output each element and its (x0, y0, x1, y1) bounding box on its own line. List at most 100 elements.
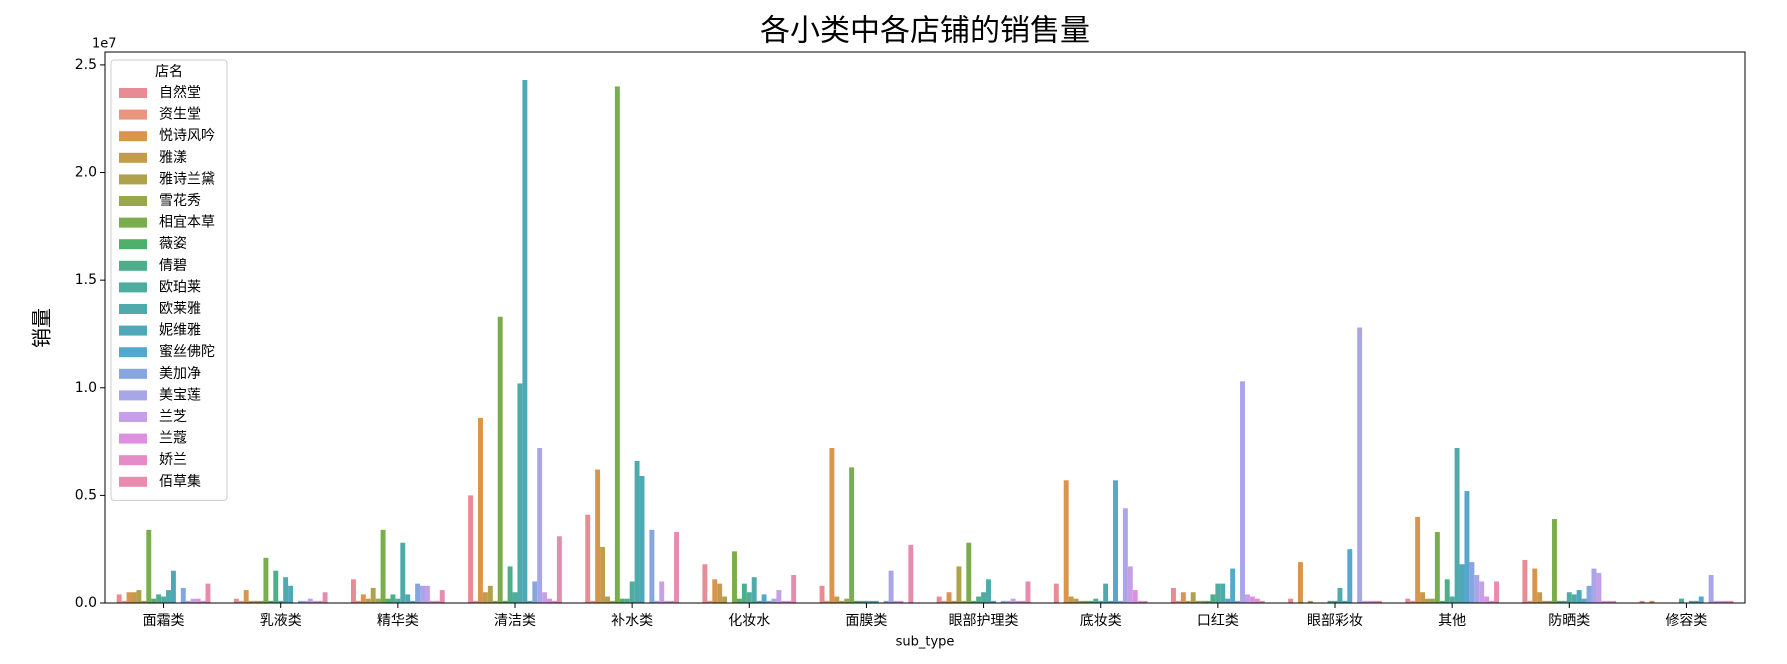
bar (180, 587, 186, 603)
bar (888, 570, 894, 603)
bar (654, 600, 660, 603)
bar (532, 581, 538, 603)
bar (395, 598, 401, 603)
bar (1254, 598, 1260, 603)
bar (415, 583, 421, 603)
bar (420, 585, 425, 603)
bar (1367, 600, 1372, 603)
bar (669, 600, 675, 603)
bar (1537, 592, 1543, 603)
bar (659, 581, 665, 603)
bar (166, 590, 171, 603)
bar (522, 79, 528, 603)
bar (1108, 600, 1114, 603)
bar (1244, 594, 1250, 603)
plot-frame (104, 51, 1746, 604)
bar (639, 476, 645, 603)
legend-label: 兰芝 (159, 409, 187, 425)
bar (1723, 600, 1729, 603)
bar (732, 551, 737, 603)
bar (492, 600, 498, 603)
bar (547, 598, 552, 603)
bar (136, 590, 142, 603)
legend-label: 自然堂 (159, 84, 201, 101)
bar (478, 417, 483, 603)
bar (502, 600, 508, 603)
x-tick-label: 修容类 (1665, 612, 1707, 629)
bar (1410, 600, 1416, 603)
bar (1098, 600, 1104, 603)
bar (1649, 600, 1655, 603)
bar (1571, 594, 1577, 603)
x-tick-label: 精华类 (377, 613, 419, 629)
bar (1132, 590, 1138, 603)
x-tick-label: 其他 (1438, 613, 1466, 629)
y-tick-label: 2.0 (75, 165, 97, 181)
bar (605, 596, 610, 603)
legend-swatch (119, 109, 147, 120)
bar (1053, 583, 1059, 603)
bar (1171, 587, 1176, 603)
x-tick-label: 口红类 (1197, 613, 1239, 629)
bar (507, 566, 513, 603)
bar (297, 600, 303, 603)
bar (771, 598, 777, 603)
bar (1307, 600, 1313, 603)
legend-label: 薇姿 (159, 236, 187, 252)
bar (1205, 600, 1211, 603)
bar (1103, 583, 1109, 603)
legend-label: 美加净 (159, 366, 201, 382)
bar (283, 577, 289, 603)
bar (1025, 581, 1031, 603)
x-tick-label: 补水类 (611, 613, 653, 629)
bar (1420, 592, 1426, 603)
bar (1547, 600, 1553, 603)
bar (1063, 480, 1069, 603)
bar (941, 600, 947, 603)
bar (1449, 596, 1455, 603)
legend-box (110, 59, 228, 501)
bar (307, 598, 313, 603)
legend-label: 妮维雅 (159, 323, 201, 339)
bar (1020, 600, 1026, 603)
bar (946, 592, 952, 603)
bar (1429, 598, 1435, 603)
bar (1688, 600, 1694, 603)
bar (1405, 598, 1411, 603)
bar (1185, 600, 1191, 603)
x-tick-label: 面霜类 (143, 613, 185, 629)
x-tick-label: 清洁类 (494, 613, 536, 629)
bar (1362, 600, 1368, 603)
bar (170, 570, 176, 603)
bar (824, 600, 830, 603)
x-tick-label: 眼部护理类 (949, 613, 1019, 629)
bar (434, 600, 440, 603)
bar (375, 598, 381, 603)
legend-label: 雪花秀 (159, 193, 201, 209)
x-axis-label: sub_type (896, 635, 955, 650)
legend-label: 娇兰 (159, 452, 187, 468)
bar (1434, 531, 1440, 603)
bar (1611, 600, 1617, 603)
bar (736, 598, 742, 603)
bar (1088, 600, 1094, 603)
bar (756, 600, 762, 603)
bar (1444, 579, 1450, 603)
legend-swatch (119, 88, 147, 98)
bar (1005, 600, 1011, 603)
bar (131, 592, 137, 603)
bar (1552, 519, 1557, 603)
legend-swatch (119, 131, 147, 142)
bar (1561, 600, 1567, 603)
bar (1522, 559, 1528, 603)
x-tick-label: 底妆类 (1080, 613, 1122, 629)
bar (1708, 575, 1714, 603)
legend-swatch (119, 239, 147, 250)
bar (976, 596, 982, 603)
bar (317, 600, 323, 603)
bar (859, 600, 864, 603)
bar (1078, 600, 1084, 603)
bar (614, 86, 620, 603)
bar (1591, 568, 1597, 603)
